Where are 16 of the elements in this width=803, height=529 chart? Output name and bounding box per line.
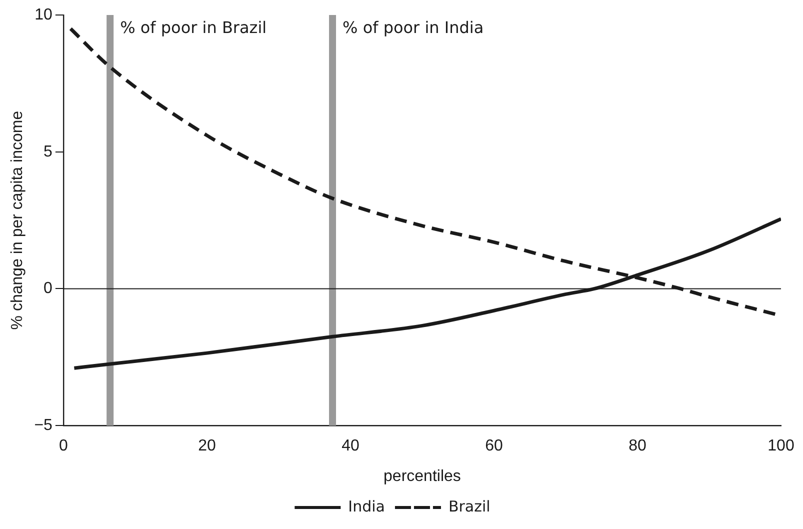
x-tick-label: 60 bbox=[485, 438, 503, 455]
y-tick-label: 5 bbox=[44, 143, 53, 160]
y-tick-label: 0 bbox=[44, 280, 53, 298]
x-tick-label: 100 bbox=[768, 438, 794, 455]
x-tick-label: 40 bbox=[342, 438, 360, 455]
y-axis-title: % change in per capita income bbox=[9, 110, 26, 330]
y-tick-label: 10 bbox=[34, 6, 53, 24]
x-tick-label: 20 bbox=[198, 438, 216, 455]
y-tick-label: −5 bbox=[34, 417, 53, 434]
ref-line-label: % of poor in India bbox=[342, 18, 484, 38]
x-tick-label: 80 bbox=[628, 438, 646, 455]
legend-label: Brazil bbox=[448, 497, 490, 516]
x-axis-title: percentiles bbox=[384, 468, 461, 485]
x-tick-label: 0 bbox=[58, 438, 68, 455]
legend-label: India bbox=[348, 497, 385, 516]
ref-line-label: % of poor in Brazil bbox=[120, 18, 267, 38]
